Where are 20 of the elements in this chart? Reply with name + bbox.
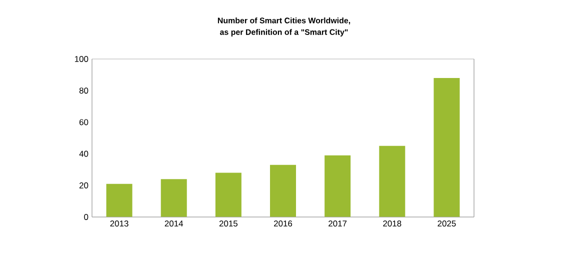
x-tick-label: 2018 [383, 220, 402, 227]
bar [215, 172, 242, 217]
x-tick-label: 2016 [274, 220, 292, 227]
y-tick-label: 20 [79, 182, 88, 188]
y-tick-label: 80 [79, 88, 88, 94]
y-tick-label: 60 [80, 119, 88, 126]
bar [160, 179, 187, 217]
y-tick-label: 100 [75, 56, 88, 62]
bar [379, 146, 406, 217]
x-tick-label: 2013 [110, 220, 128, 227]
x-tick-label: 2014 [164, 220, 184, 227]
y-tick-label: 40 [79, 150, 88, 157]
bar [324, 155, 351, 217]
y-tick-label: 0 [84, 214, 88, 220]
x-tick-label: 2015 [219, 220, 238, 227]
bar [434, 78, 460, 217]
x-tick-label: 2017 [328, 220, 347, 227]
x-tick-label: 2025 [438, 220, 456, 227]
bar [106, 184, 132, 217]
bar [270, 164, 296, 217]
